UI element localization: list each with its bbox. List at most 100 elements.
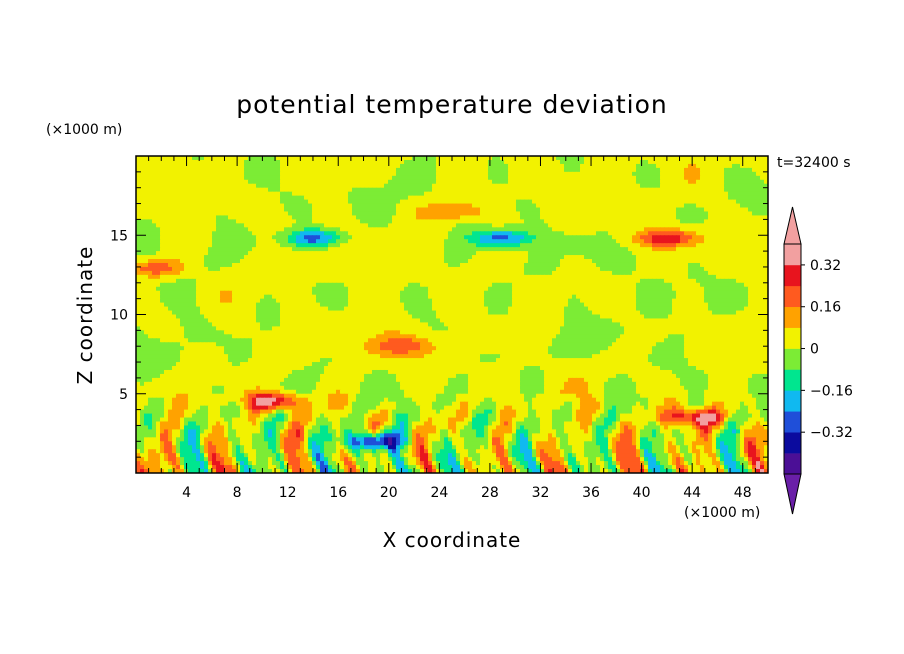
field-cell xyxy=(196,243,201,248)
field-cell xyxy=(744,183,749,189)
field-cell xyxy=(384,223,389,228)
field-cell xyxy=(340,239,345,244)
field-cell xyxy=(392,191,397,197)
field-cell xyxy=(416,219,421,224)
field-cell xyxy=(480,171,485,177)
field-cell xyxy=(240,231,245,236)
field-cell xyxy=(540,171,545,177)
field-cell xyxy=(240,259,245,264)
field-cell xyxy=(272,215,277,220)
field-cell xyxy=(344,156,349,161)
field-cell xyxy=(220,239,225,244)
field-cell xyxy=(256,159,261,165)
field-cell xyxy=(508,156,513,161)
field-cell xyxy=(680,235,685,240)
field-cell xyxy=(272,195,277,201)
field-cell xyxy=(392,179,397,185)
field-cell xyxy=(152,187,157,193)
field-cell xyxy=(248,235,253,240)
field-cell xyxy=(720,274,725,280)
field-cell xyxy=(468,211,473,217)
field-cell xyxy=(292,187,297,193)
field-cell xyxy=(660,171,665,177)
field-cell xyxy=(464,215,469,220)
field-cell xyxy=(408,262,413,268)
field-cell xyxy=(300,179,305,185)
field-cell xyxy=(340,187,345,193)
field-cell xyxy=(272,211,277,217)
field-cell xyxy=(252,223,257,228)
field-cell xyxy=(156,270,161,276)
field-cell xyxy=(640,227,645,232)
field-cell xyxy=(156,219,161,224)
field-cell xyxy=(388,223,393,228)
field-cell xyxy=(616,266,621,272)
field-cell xyxy=(372,179,377,185)
field-cell xyxy=(160,266,165,272)
field-cell xyxy=(368,270,373,276)
field-cell xyxy=(240,187,245,193)
field-cell xyxy=(568,266,573,272)
field-cell xyxy=(732,274,737,280)
field-cell xyxy=(276,171,281,177)
field-cell xyxy=(564,215,569,220)
field-cell xyxy=(640,266,645,272)
field-cell xyxy=(656,207,661,213)
field-cell xyxy=(560,167,565,173)
field-cell xyxy=(516,203,521,209)
field-cell xyxy=(564,259,569,264)
field-cell xyxy=(368,247,373,252)
field-cell xyxy=(568,235,573,240)
field-cell xyxy=(184,183,189,189)
field-cell xyxy=(616,179,621,185)
field-cell xyxy=(700,227,705,232)
field-cell xyxy=(732,207,737,213)
field-cell xyxy=(364,191,369,197)
field-cell xyxy=(252,270,257,276)
field-cell xyxy=(328,187,333,193)
field-cell xyxy=(496,171,501,177)
field-cell xyxy=(400,159,405,165)
field-cell xyxy=(320,159,325,165)
field-cell xyxy=(484,191,489,197)
field-cell xyxy=(136,175,141,181)
field-cell xyxy=(276,278,281,284)
field-cell xyxy=(660,207,665,213)
field-cell xyxy=(464,266,469,272)
field-cell xyxy=(588,219,593,224)
field-cell xyxy=(612,191,617,197)
field-cell xyxy=(652,262,657,268)
field-cell xyxy=(476,195,481,201)
field-cell xyxy=(284,227,289,232)
field-cell xyxy=(344,259,349,264)
field-cell xyxy=(188,235,193,240)
field-cell xyxy=(448,171,453,177)
field-cell xyxy=(368,195,373,201)
field-cell xyxy=(652,215,657,220)
field-cell xyxy=(744,211,749,217)
field-cell xyxy=(416,179,421,185)
field-cell xyxy=(220,259,225,264)
field-cell xyxy=(256,171,261,177)
field-cell xyxy=(212,199,217,205)
field-cell xyxy=(568,191,573,197)
field-cell xyxy=(456,247,461,252)
field-cell xyxy=(516,278,521,284)
field-cell xyxy=(540,179,545,185)
field-cell xyxy=(684,251,689,256)
field-cell xyxy=(600,207,605,213)
field-cell xyxy=(720,187,725,193)
field-cell xyxy=(588,207,593,213)
field-cell xyxy=(440,251,445,256)
field-cell xyxy=(540,183,545,189)
field-cell xyxy=(712,270,717,276)
field-cell xyxy=(164,171,169,177)
field-cell xyxy=(688,243,693,248)
field-cell xyxy=(240,183,245,189)
field-cell xyxy=(424,278,429,284)
field-cell xyxy=(372,167,377,173)
field-cell xyxy=(220,235,225,240)
field-cell xyxy=(544,247,549,252)
field-cell xyxy=(720,227,725,232)
field-cell xyxy=(312,211,317,217)
